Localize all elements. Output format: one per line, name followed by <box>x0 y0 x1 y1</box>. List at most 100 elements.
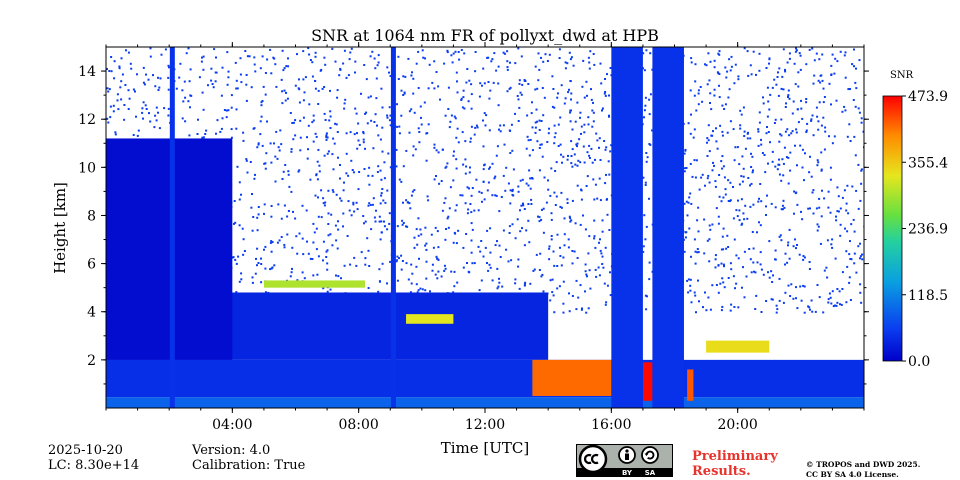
noise-speckle <box>375 77 378 80</box>
noise-speckle <box>711 284 714 287</box>
noise-speckle <box>488 167 491 170</box>
noise-speckle <box>808 306 811 309</box>
noise-speckle <box>314 51 317 54</box>
noise-speckle <box>695 311 697 314</box>
noise-speckle <box>466 186 469 189</box>
noise-speckle <box>455 242 458 245</box>
noise-speckle <box>720 309 723 312</box>
noise-speckle <box>234 221 237 224</box>
noise-speckle <box>581 307 583 310</box>
noise-speckle <box>306 240 308 243</box>
noise-speckle <box>135 115 137 118</box>
noise-speckle <box>413 111 416 114</box>
noise-speckle <box>537 79 540 82</box>
noise-speckle <box>813 74 816 77</box>
noise-speckle <box>383 177 386 180</box>
noise-speckle <box>706 141 708 144</box>
noise-speckle <box>596 139 599 142</box>
noise-speckle <box>196 133 199 135</box>
noise-speckle <box>427 199 430 202</box>
noise-speckle <box>774 249 777 252</box>
noise-speckle <box>767 100 770 103</box>
noise-speckle <box>246 171 249 174</box>
noise-speckle <box>443 264 446 267</box>
noise-speckle <box>734 63 737 66</box>
noise-speckle <box>689 278 692 281</box>
noise-speckle <box>732 275 735 278</box>
noise-speckle <box>314 132 317 135</box>
noise-speckle <box>352 203 355 206</box>
noise-speckle <box>296 252 299 255</box>
noise-speckle <box>718 50 721 53</box>
noise-speckle <box>523 244 526 247</box>
noise-speckle <box>706 177 709 180</box>
noise-speckle <box>256 216 259 219</box>
noise-speckle <box>367 249 370 252</box>
noise-speckle <box>521 83 524 86</box>
noise-speckle <box>694 176 697 179</box>
noise-speckle <box>524 80 527 82</box>
noise-speckle <box>262 85 265 88</box>
noise-speckle <box>726 70 729 73</box>
noise-speckle <box>345 76 348 79</box>
noise-speckle <box>769 141 771 144</box>
noise-speckle <box>331 47 334 50</box>
noise-speckle <box>782 301 785 304</box>
noise-speckle <box>746 132 749 135</box>
noise-speckle <box>419 228 422 231</box>
noise-speckle <box>460 99 463 101</box>
noise-speckle <box>278 239 281 242</box>
noise-speckle <box>298 232 301 235</box>
noise-speckle <box>815 106 818 109</box>
noise-speckle <box>443 269 446 272</box>
noise-speckle <box>571 262 574 265</box>
noise-speckle <box>145 108 148 110</box>
noise-speckle <box>431 269 434 272</box>
noise-speckle <box>528 169 531 172</box>
noise-speckle <box>132 134 135 136</box>
noise-speckle <box>520 93 523 96</box>
noise-speckle <box>686 279 689 282</box>
noise-speckle <box>546 60 549 62</box>
noise-speckle <box>683 250 686 253</box>
noise-speckle <box>821 79 824 82</box>
noise-speckle <box>414 148 417 151</box>
noise-speckle <box>376 124 378 127</box>
noise-speckle <box>723 176 726 179</box>
noise-speckle <box>571 148 574 151</box>
noise-speckle <box>833 135 836 138</box>
noise-speckle <box>440 180 443 182</box>
noise-speckle <box>836 210 839 213</box>
noise-speckle <box>803 179 805 182</box>
noise-speckle <box>281 178 284 180</box>
noise-speckle <box>743 250 746 253</box>
noise-speckle <box>581 85 584 88</box>
noise-speckle <box>257 143 260 146</box>
noise-speckle <box>765 205 767 208</box>
noise-speckle <box>450 114 453 117</box>
noise-speckle <box>230 94 233 97</box>
noise-speckle <box>327 189 330 192</box>
noise-speckle <box>357 139 360 142</box>
noise-speckle <box>594 268 597 271</box>
noise-speckle <box>704 184 706 187</box>
noise-speckle <box>435 71 438 73</box>
noise-speckle <box>270 215 273 218</box>
noise-speckle <box>487 56 490 59</box>
noise-speckle <box>694 250 697 253</box>
noise-speckle <box>441 148 444 151</box>
noise-speckle <box>400 254 403 257</box>
noise-speckle <box>649 52 652 55</box>
noise-speckle <box>290 190 293 193</box>
noise-speckle <box>418 131 421 133</box>
noise-speckle <box>200 60 203 63</box>
noise-speckle <box>717 215 720 218</box>
noise-speckle <box>766 86 769 89</box>
noise-speckle <box>541 87 544 89</box>
noise-speckle <box>820 124 823 127</box>
noise-speckle <box>689 89 692 92</box>
noise-speckle <box>253 63 256 66</box>
noise-speckle <box>698 300 700 303</box>
noise-speckle <box>311 258 314 260</box>
noise-speckle <box>322 287 325 290</box>
